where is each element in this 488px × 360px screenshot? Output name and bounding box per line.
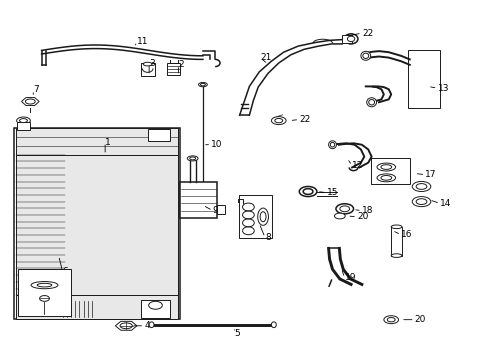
Ellipse shape	[148, 301, 162, 309]
Ellipse shape	[368, 100, 374, 105]
Ellipse shape	[380, 175, 391, 180]
Text: 14: 14	[439, 199, 450, 208]
Polygon shape	[21, 98, 39, 105]
Text: 20: 20	[414, 315, 425, 324]
Ellipse shape	[274, 118, 282, 123]
Bar	[370, 158, 409, 184]
Text: 16: 16	[400, 230, 412, 239]
Ellipse shape	[330, 142, 334, 147]
Ellipse shape	[40, 296, 49, 301]
Text: 10: 10	[211, 140, 223, 149]
Text: 15: 15	[326, 188, 338, 197]
Text: 11: 11	[137, 37, 148, 46]
Ellipse shape	[187, 156, 198, 161]
Bar	[238, 195, 271, 238]
Ellipse shape	[271, 322, 276, 328]
Ellipse shape	[415, 184, 426, 189]
Ellipse shape	[25, 99, 35, 104]
Text: 7: 7	[33, 85, 39, 94]
Ellipse shape	[303, 189, 312, 194]
Text: 3: 3	[149, 58, 155, 68]
Bar	[16, 155, 177, 295]
Ellipse shape	[143, 62, 152, 66]
Text: 22: 22	[299, 115, 310, 124]
Ellipse shape	[299, 186, 316, 197]
Ellipse shape	[335, 204, 353, 214]
Text: 5: 5	[234, 328, 240, 338]
Ellipse shape	[271, 117, 285, 125]
Ellipse shape	[415, 199, 426, 204]
Ellipse shape	[376, 174, 395, 182]
Ellipse shape	[37, 283, 52, 287]
Ellipse shape	[149, 322, 154, 328]
Text: 21: 21	[260, 53, 271, 62]
Text: 8: 8	[264, 233, 270, 242]
Ellipse shape	[386, 318, 394, 322]
Bar	[390, 227, 401, 256]
Ellipse shape	[360, 51, 370, 60]
Bar	[148, 129, 170, 141]
Ellipse shape	[411, 197, 430, 207]
Bar	[141, 300, 170, 318]
Polygon shape	[115, 321, 137, 330]
Ellipse shape	[31, 282, 58, 289]
Text: 20: 20	[356, 212, 367, 221]
Ellipse shape	[200, 84, 205, 86]
Bar	[342, 35, 351, 43]
Ellipse shape	[17, 117, 30, 124]
Text: 4: 4	[144, 321, 150, 330]
Ellipse shape	[328, 141, 336, 149]
Ellipse shape	[376, 163, 395, 171]
Ellipse shape	[120, 323, 132, 329]
Bar	[141, 63, 154, 76]
Text: 9: 9	[212, 206, 218, 215]
Bar	[407, 50, 439, 108]
Ellipse shape	[20, 119, 27, 122]
Bar	[16, 295, 177, 319]
Ellipse shape	[344, 34, 357, 44]
Ellipse shape	[257, 208, 268, 225]
Ellipse shape	[189, 157, 195, 160]
Bar	[16, 128, 177, 155]
Text: 18: 18	[361, 206, 373, 215]
Ellipse shape	[411, 181, 430, 192]
Bar	[180, 182, 216, 218]
Text: 6: 6	[62, 267, 68, 276]
Text: 1: 1	[105, 138, 111, 147]
Ellipse shape	[362, 53, 368, 58]
Ellipse shape	[334, 213, 345, 219]
Bar	[167, 63, 180, 75]
Ellipse shape	[366, 98, 376, 107]
Ellipse shape	[390, 254, 401, 257]
Bar	[17, 122, 30, 130]
Text: 22: 22	[361, 29, 372, 37]
Ellipse shape	[383, 316, 398, 324]
Ellipse shape	[380, 165, 391, 169]
Bar	[18, 269, 71, 316]
Text: 17: 17	[425, 170, 436, 179]
Bar	[14, 128, 180, 319]
Ellipse shape	[260, 212, 265, 222]
Text: 2: 2	[178, 60, 184, 69]
Text: 13: 13	[437, 84, 448, 93]
Ellipse shape	[390, 225, 401, 229]
Bar	[216, 205, 225, 214]
Ellipse shape	[198, 82, 207, 87]
Text: 19: 19	[344, 274, 356, 282]
Ellipse shape	[339, 206, 349, 212]
Text: 12: 12	[351, 161, 363, 170]
Ellipse shape	[346, 36, 354, 41]
